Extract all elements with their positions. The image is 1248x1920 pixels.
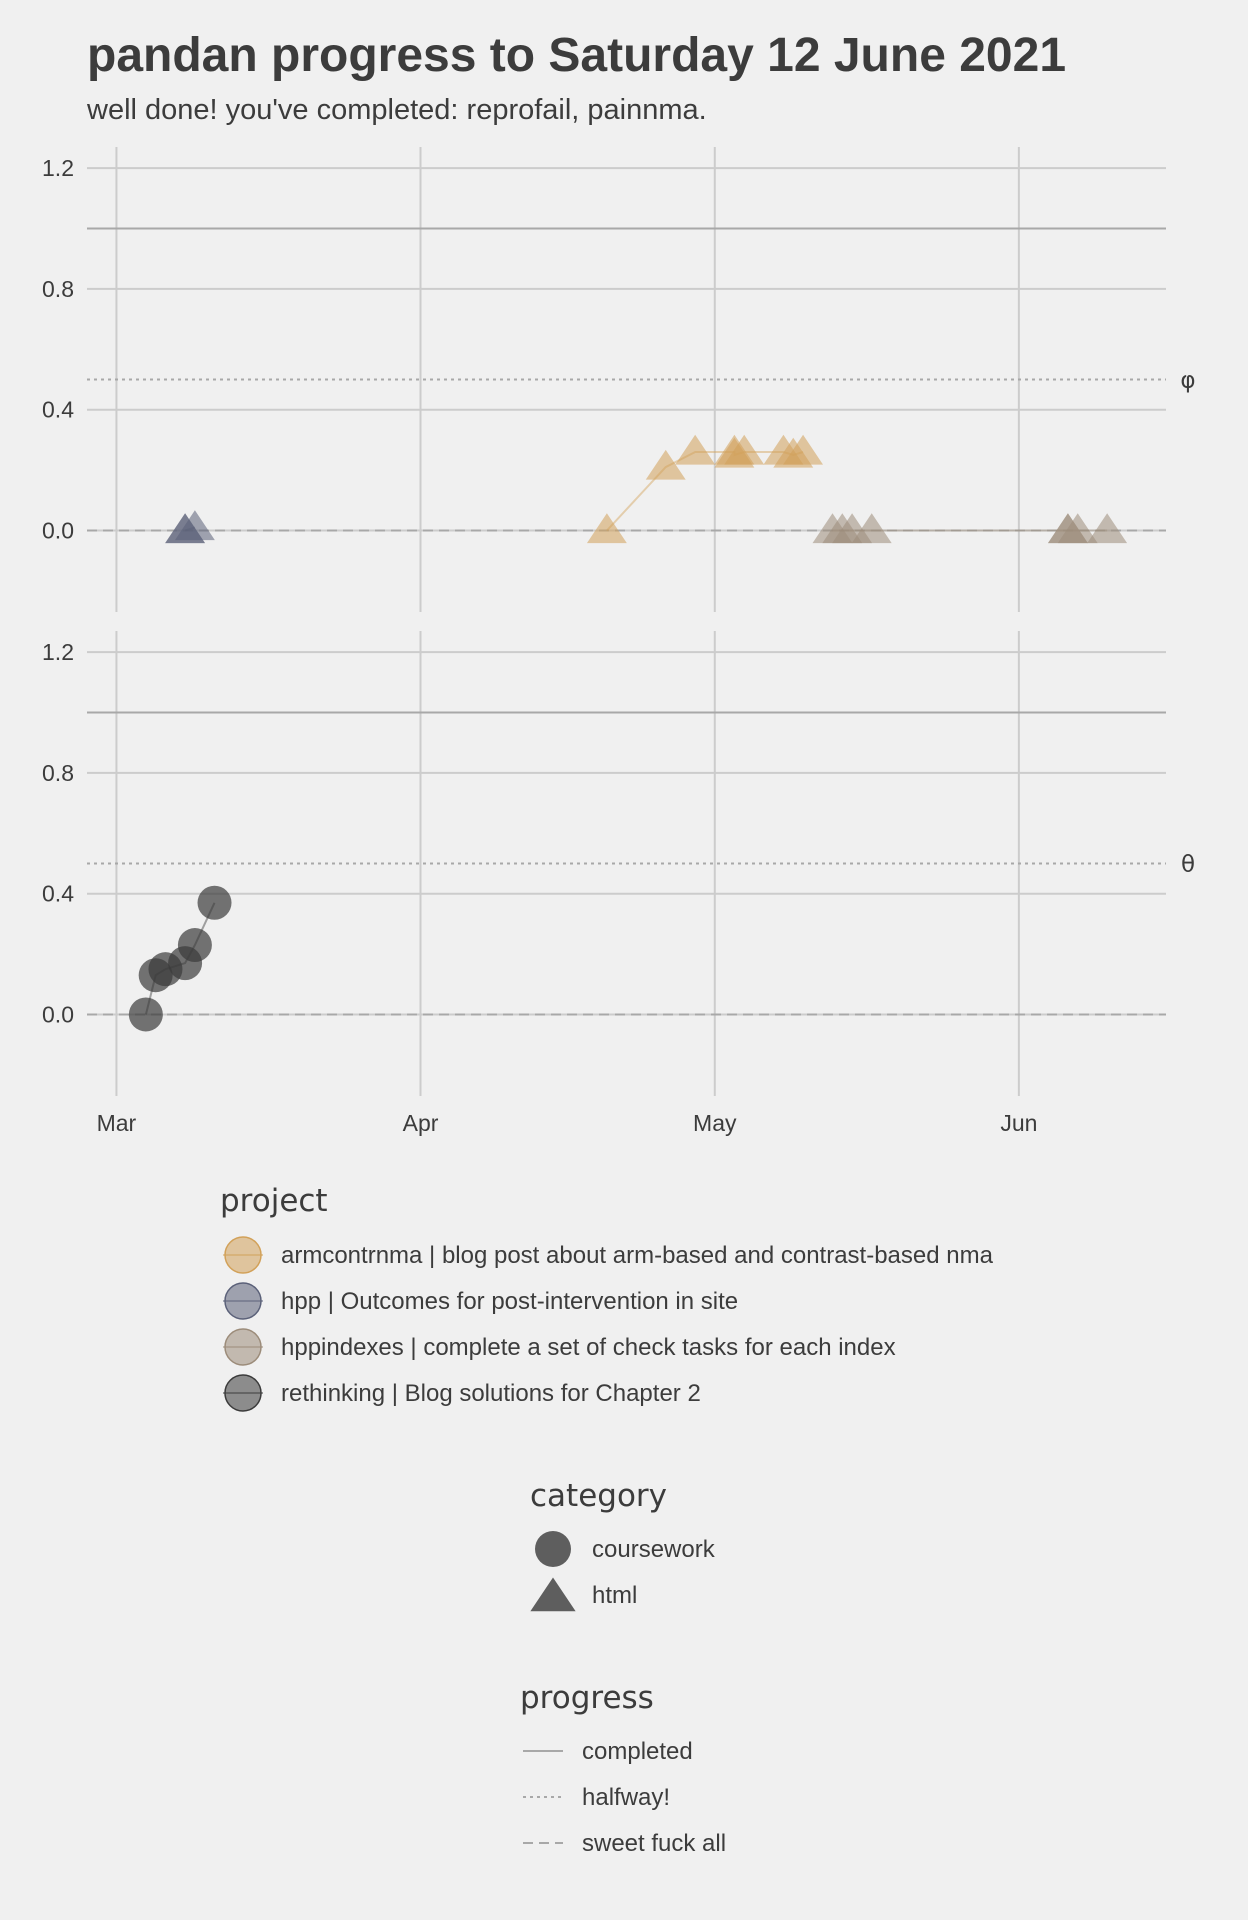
y-tick-label: 0.0 bbox=[42, 1001, 74, 1027]
panel-2: 0.0 0.4 0.8 1.2 θ bbox=[42, 631, 1195, 1096]
panel-1: 0.0 0.4 0.8 1.2 φ bbox=[42, 147, 1196, 612]
data-point bbox=[1047, 513, 1088, 544]
data-point bbox=[645, 449, 686, 480]
x-tick-label: May bbox=[693, 1110, 737, 1136]
legend-title-project: project bbox=[220, 1183, 328, 1219]
data-point bbox=[851, 513, 892, 544]
legend-label-coursework: coursework bbox=[592, 1536, 716, 1563]
data-point bbox=[586, 513, 627, 544]
x-tick-label: Jun bbox=[1000, 1110, 1037, 1136]
y-tick-label: 1.2 bbox=[42, 155, 74, 181]
legend-label-progress: halfway! bbox=[582, 1784, 670, 1811]
series-hppindexes bbox=[812, 513, 1128, 544]
data-point bbox=[714, 437, 755, 468]
legend-circle-icon bbox=[535, 1531, 571, 1567]
y-tick-label: 0.4 bbox=[42, 397, 74, 423]
data-point bbox=[165, 513, 206, 544]
x-tick-label: Mar bbox=[97, 1110, 137, 1136]
data-point bbox=[1087, 513, 1128, 544]
legend-label-progress: sweet fuck all bbox=[582, 1830, 726, 1857]
legend-label-armcontrnma: armcontrnma | blog post about arm-based … bbox=[281, 1242, 994, 1269]
legend-label-html: html bbox=[592, 1582, 637, 1609]
facet-strip-label: φ bbox=[1180, 368, 1195, 394]
legend-label-progress: completed bbox=[582, 1738, 693, 1765]
x-axis: Mar Apr May Jun bbox=[97, 1110, 1038, 1136]
data-point bbox=[675, 434, 716, 465]
x-tick-label: Apr bbox=[403, 1110, 439, 1136]
data-point bbox=[783, 434, 824, 465]
data-point bbox=[197, 885, 232, 920]
series-hpp bbox=[165, 510, 215, 544]
chart-subtitle: well done! you've completed: reprofail, … bbox=[87, 94, 707, 126]
facet-strip-label: θ bbox=[1181, 852, 1195, 878]
plot-panels: 0.0 0.4 0.8 1.2 φ 0.0 0.4 0.8 1.2 θ bbox=[42, 147, 1196, 1096]
y-tick-label: 0.8 bbox=[42, 276, 74, 302]
data-point bbox=[128, 997, 163, 1032]
data-point bbox=[177, 928, 212, 963]
legend-label-hpp: hpp | Outcomes for post-intervention in … bbox=[281, 1288, 738, 1315]
legend-label-rethinking: rethinking | Blog solutions for Chapter … bbox=[281, 1380, 701, 1407]
chart-title: pandan progress to Saturday 12 June 2021 bbox=[87, 29, 1067, 82]
y-tick-label: 1.2 bbox=[42, 639, 74, 665]
y-tick-label: 0.0 bbox=[42, 517, 74, 543]
legend: project armcontrnma | blog post about arm… bbox=[220, 1183, 994, 1857]
y-tick-label: 0.4 bbox=[42, 881, 74, 907]
y-tick-label: 0.8 bbox=[42, 760, 74, 786]
series-armcontrnma bbox=[586, 434, 824, 544]
series-rethinking bbox=[128, 885, 232, 1032]
legend-title-category: category bbox=[530, 1478, 667, 1514]
legend-triangle-icon bbox=[530, 1577, 576, 1612]
legend-label-hppindexes: hppindexes | complete a set of check tas… bbox=[281, 1334, 896, 1361]
legend-title-progress: progress bbox=[520, 1680, 654, 1716]
